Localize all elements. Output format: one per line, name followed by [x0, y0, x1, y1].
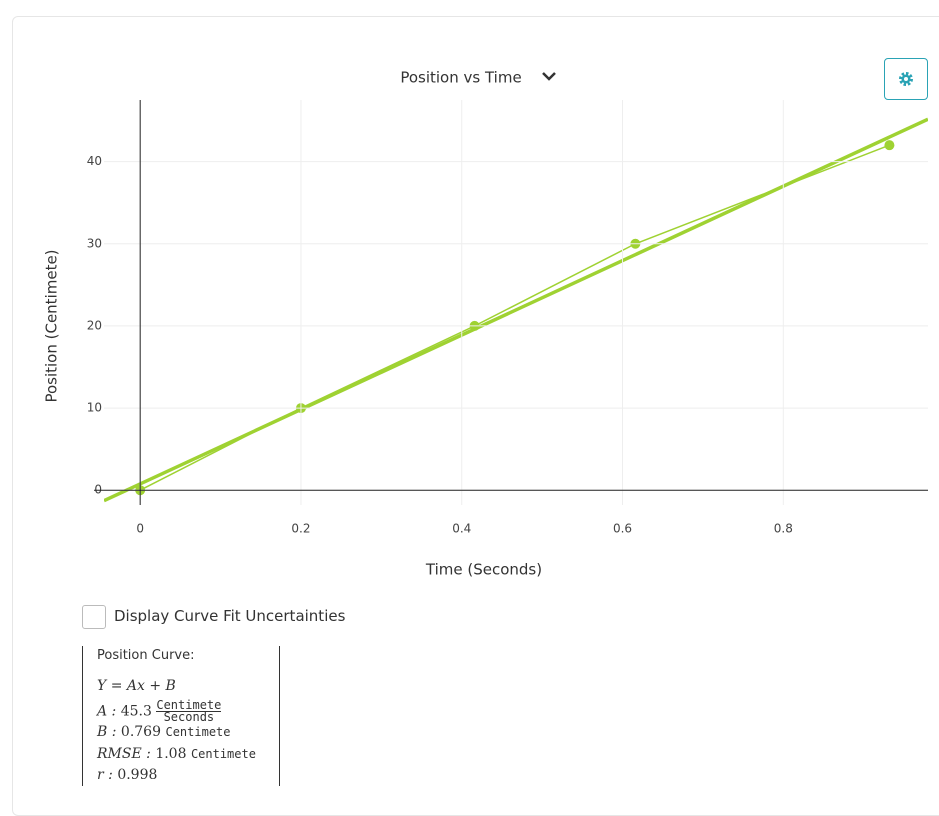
- x-axis-label: Time (Seconds): [425, 561, 542, 579]
- x-tick-label: 0.6: [613, 522, 632, 536]
- param-value: 0.769: [120, 724, 162, 740]
- y-tick-label: 30: [87, 236, 102, 250]
- param-label: B :: [97, 724, 117, 740]
- chart-title: Position vs Time: [400, 69, 521, 87]
- dropdown-chevron[interactable]: [542, 72, 556, 81]
- y-axis-label: Position (Centimete): [43, 249, 61, 402]
- y-tick-label: 10: [87, 401, 102, 415]
- param-value: 45.3: [120, 703, 152, 720]
- fit-a: A : 45.3 Centimete Seconds: [97, 698, 222, 724]
- unit-numerator: Centimete: [156, 698, 222, 712]
- param-value: 0.998: [117, 767, 158, 783]
- unit-denominator: Seconds: [163, 710, 215, 724]
- plot-area: [104, 117, 928, 503]
- unit: Centimete: [190, 747, 256, 761]
- settings-button[interactable]: [884, 58, 928, 100]
- data-line: [139, 144, 890, 491]
- param-label: A :: [97, 703, 117, 720]
- fit-line: [104, 117, 928, 503]
- fit-title: Position Curve:: [97, 648, 195, 663]
- param-label: RMSE :: [97, 746, 151, 762]
- checkbox[interactable]: [82, 605, 106, 629]
- y-tick-label: 40: [87, 154, 102, 168]
- param-value: 1.08: [155, 746, 187, 762]
- fit-r: r : 0.998: [97, 767, 157, 783]
- fit-b: B : 0.769 Centimete: [97, 724, 231, 740]
- param-label: r :: [97, 767, 113, 783]
- x-tick-label: 0.4: [452, 522, 471, 536]
- unit: Centimete Seconds: [156, 698, 222, 724]
- y-tick-label: 20: [87, 318, 102, 332]
- x-tick-label: 0.2: [291, 522, 310, 536]
- gear-icon: [899, 72, 913, 86]
- checkbox-label[interactable]: Display Curve Fit Uncertainties: [114, 607, 346, 625]
- unit: Centimete: [165, 725, 231, 739]
- x-tick-label: 0.8: [774, 522, 793, 536]
- fit-equation: Y = Ax + B: [97, 678, 176, 694]
- fit-results: Position Curve: Y = Ax + B A : 45.3 Cent…: [82, 646, 280, 786]
- data-point: [884, 140, 895, 151]
- x-tick-label: 0: [136, 522, 144, 536]
- fit-rmse: RMSE : 1.08 Centimete: [97, 746, 256, 762]
